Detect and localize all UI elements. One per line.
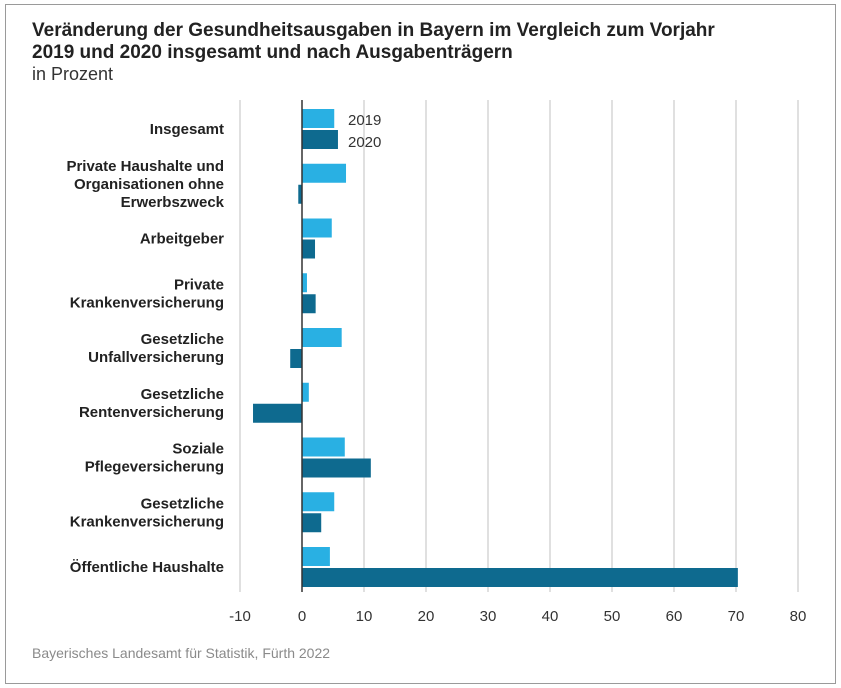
category-label: Erwerbszweck [121, 194, 225, 211]
bar-2019 [302, 382, 309, 402]
category-label: Insgesamt [150, 121, 224, 138]
bar-2020 [253, 403, 302, 423]
category-label: Arbeitgeber [140, 231, 224, 248]
bar-2019 [302, 109, 335, 128]
bar-2020 [298, 184, 302, 204]
x-tick-label: 50 [604, 608, 621, 625]
category-label: Private Haushalte und [66, 158, 224, 175]
chart-title-line-2: 2019 und 2020 insgesamt und nach Ausgabe… [32, 42, 513, 63]
bar-2020 [290, 349, 302, 368]
x-tick-label: 10 [356, 608, 373, 625]
category-label: Gesetzliche [141, 331, 224, 348]
category-label: Organisationen ohne [74, 176, 224, 193]
category-label: Gesetzliche [141, 386, 224, 403]
bar-2019 [302, 273, 307, 293]
category-label: Krankenversicherung [70, 513, 224, 530]
x-tick-label: 60 [666, 608, 683, 625]
category-label: Öffentliche Haushalte [70, 559, 224, 576]
category-label: Private [174, 276, 224, 293]
category-label: Gesetzliche [141, 495, 224, 512]
chart-source: Bayerisches Landesamt für Statistik, Für… [32, 645, 331, 661]
x-tick-label: -10 [229, 608, 251, 625]
bar-2020 [302, 458, 371, 478]
bar-2020 [302, 130, 338, 149]
category-label: Krankenversicherung [70, 294, 224, 311]
category-label: Rentenversicherung [79, 404, 224, 421]
x-tick-label: 20 [418, 608, 435, 625]
legend-label-2020: 2020 [348, 134, 381, 151]
category-label: Soziale [172, 441, 224, 458]
bar-2019 [302, 437, 345, 457]
bar-2019 [302, 163, 347, 183]
x-tick-label: 40 [542, 608, 559, 625]
bar-2019 [302, 218, 332, 238]
chart-subtitle: in Prozent [32, 64, 114, 84]
x-tick-label: 0 [298, 608, 306, 625]
bar-2020 [302, 294, 316, 314]
x-tick-label: 70 [728, 608, 745, 625]
bar-2020 [302, 239, 316, 259]
legend-label-2019: 2019 [348, 112, 381, 129]
bar-2019 [302, 328, 342, 347]
category-label: Pflegeversicherung [85, 459, 224, 476]
category-label: Unfallversicherung [88, 349, 224, 366]
bar-2019 [302, 492, 335, 512]
bar-2020 [302, 568, 738, 587]
x-tick-label: 30 [480, 608, 497, 625]
bar-2020 [302, 513, 322, 533]
x-tick-label: 80 [790, 608, 807, 625]
bar-2019 [302, 547, 330, 566]
chart-title-line-1: Veränderung der Gesundheitsausgaben in B… [32, 20, 715, 41]
